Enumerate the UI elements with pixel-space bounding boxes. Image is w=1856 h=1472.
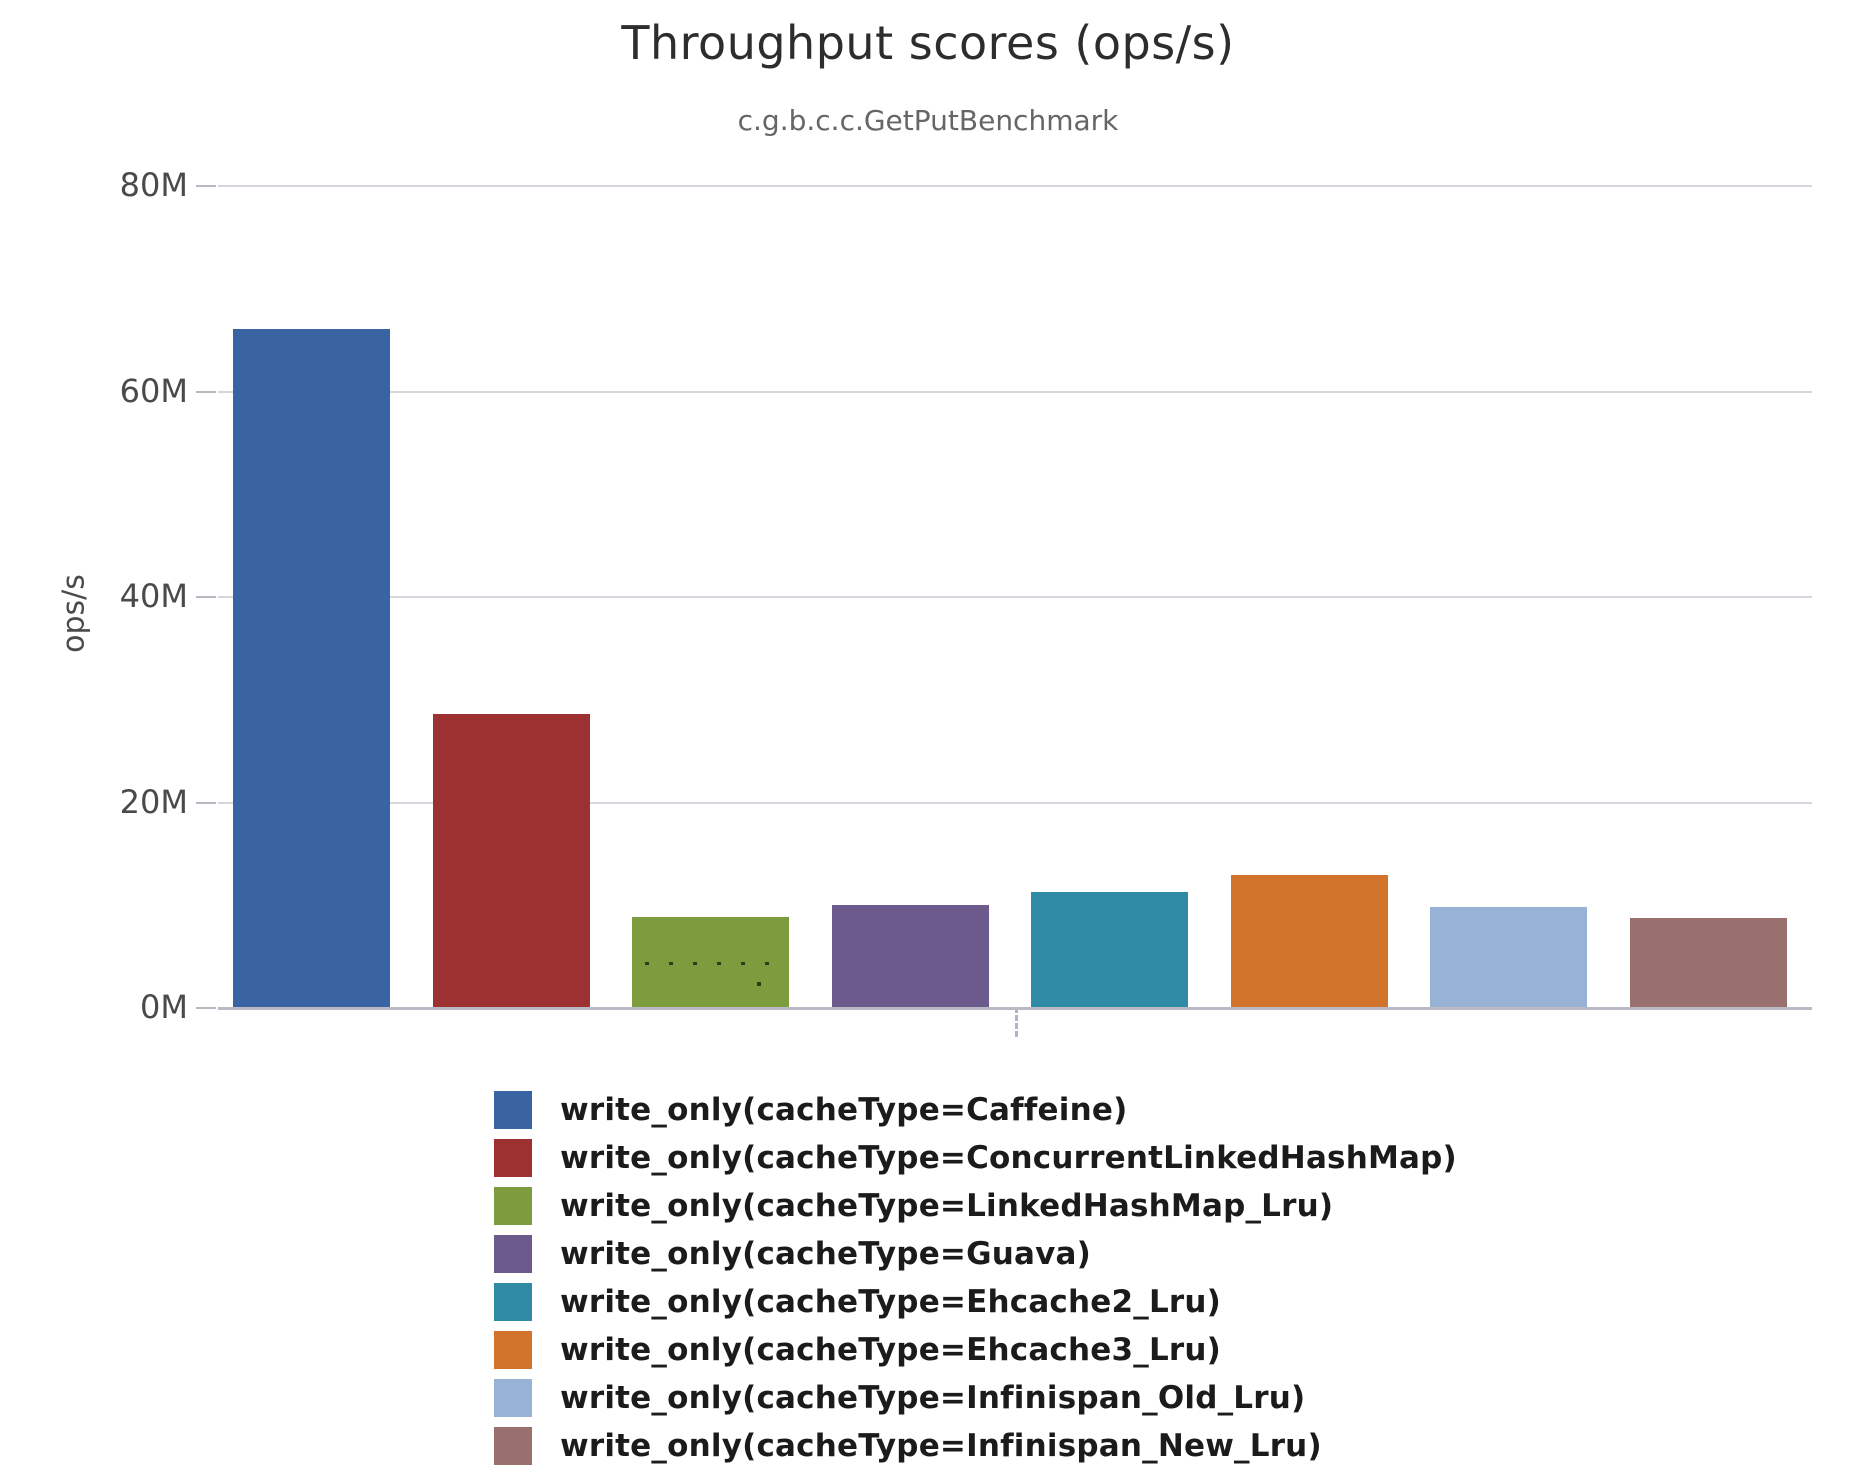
x-axis-center-tick [1015, 1007, 1018, 1037]
y-tick-label-40M: 40M [119, 577, 188, 615]
legend-item-8: write_only(cacheType=Infinispan_New_Lru) [494, 1422, 1457, 1470]
gridline-20M [218, 801, 1812, 804]
legend-swatch-6 [494, 1331, 532, 1369]
legend-item-6: write_only(cacheType=Ehcache3_Lru) [494, 1326, 1457, 1374]
gridline-80M [218, 185, 1812, 187]
legend-label-3: write_only(cacheType=LinkedHashMap_Lru) [560, 1188, 1334, 1224]
plot-area: 0M 20M 40M 60M 80M [120, 166, 1812, 1037]
gridline-40M [218, 596, 1812, 598]
legend-swatch-3 [494, 1187, 532, 1225]
legend-swatch-5 [494, 1283, 532, 1321]
y-tick-label-60M: 60M [119, 371, 188, 410]
legend-label-6: write_only(cacheType=Ehcache3_Lru) [560, 1332, 1222, 1368]
legend-item-5: write_only(cacheType=Ehcache2_Lru) [494, 1278, 1457, 1326]
bar-7 [1430, 907, 1587, 1007]
bar-8 [1630, 918, 1787, 1007]
y-tick-mark-60M [196, 390, 216, 393]
bar-3 [632, 917, 789, 1007]
y-tick-label-80M: 80M [119, 166, 188, 204]
legend-swatch-1 [494, 1091, 532, 1129]
bar-2 [433, 714, 590, 1007]
legend-item-3: write_only(cacheType=LinkedHashMap_Lru) [494, 1182, 1457, 1230]
legend-swatch-8 [494, 1427, 532, 1465]
legend-label-1: write_only(cacheType=Caffeine) [560, 1092, 1128, 1128]
chart-subtitle: c.g.b.c.c.GetPutBenchmark [737, 104, 1119, 137]
legend-item-4: write_only(cacheType=Guava) [494, 1230, 1457, 1278]
gridline-60M [218, 390, 1812, 393]
legend-label-8: write_only(cacheType=Infinispan_New_Lru) [560, 1428, 1322, 1464]
legend: write_only(cacheType=Caffeine) write_only… [494, 1086, 1457, 1470]
y-tick-mark-80M [196, 185, 216, 187]
chart-title: Throughput scores (ops/s) [621, 16, 1235, 70]
bar-dotted-texture [644, 962, 777, 965]
legend-swatch-2 [494, 1139, 532, 1177]
bar-5 [1031, 892, 1188, 1007]
legend-label-4: write_only(cacheType=Guava) [560, 1236, 1092, 1272]
gridline-0M [218, 1007, 1812, 1010]
legend-label-5: write_only(cacheType=Ehcache2_Lru) [560, 1284, 1222, 1320]
bar-6 [1231, 875, 1388, 1007]
legend-swatch-7 [494, 1379, 532, 1417]
y-tick-label-20M: 20M [119, 782, 188, 821]
legend-item-2: write_only(cacheType=ConcurrentLinkedHas… [494, 1134, 1457, 1182]
y-tick-mark-0M [196, 1007, 216, 1009]
bar-1 [233, 329, 390, 1007]
legend-item-1: write_only(cacheType=Caffeine) [494, 1086, 1457, 1134]
bar-texture-dot [756, 981, 761, 986]
legend-label-2: write_only(cacheType=ConcurrentLinkedHas… [560, 1140, 1457, 1176]
y-tick-mark-40M [196, 596, 216, 598]
y-tick-label-0M: 0M [140, 988, 188, 1026]
legend-label-7: write_only(cacheType=Infinispan_Old_Lru) [560, 1380, 1306, 1416]
legend-swatch-4 [494, 1235, 532, 1273]
y-tick-mark-20M [196, 801, 216, 804]
bar-4 [832, 905, 989, 1007]
legend-item-7: write_only(cacheType=Infinispan_Old_Lru) [494, 1374, 1457, 1422]
